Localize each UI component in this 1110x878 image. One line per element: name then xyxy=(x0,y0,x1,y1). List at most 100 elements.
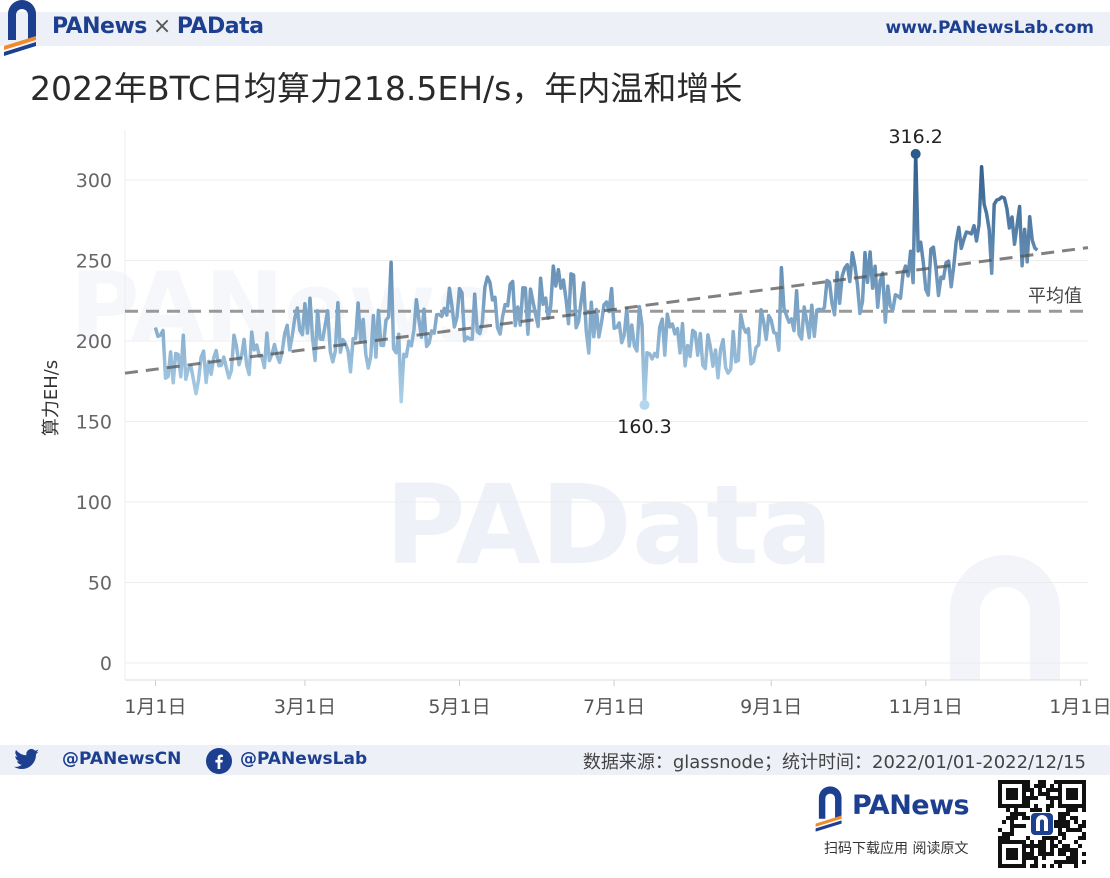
qr-module xyxy=(1026,816,1030,820)
qr-module xyxy=(1054,860,1058,864)
qr-module xyxy=(1026,844,1030,848)
qr-module xyxy=(1034,864,1038,868)
qr-module xyxy=(1022,824,1026,828)
qr-module xyxy=(1082,808,1086,812)
qr-module xyxy=(1042,844,1046,848)
qr-module xyxy=(1058,820,1062,824)
qr-module xyxy=(1022,812,1026,816)
max-point xyxy=(910,148,921,159)
qr-module xyxy=(1050,840,1054,844)
y-tick-150: 150 xyxy=(76,412,112,434)
data-source-note: 数据来源：glassnode；统计时间：2022/01/01-2022/12/1… xyxy=(582,752,1086,773)
qr-module xyxy=(1006,816,1010,820)
qr-module xyxy=(1042,780,1046,784)
qr-module xyxy=(1046,788,1050,792)
qr-module xyxy=(1066,856,1070,860)
qr-module xyxy=(1038,848,1042,852)
qr-module xyxy=(1038,780,1042,784)
qr-module xyxy=(1050,800,1054,804)
qr-module xyxy=(1074,864,1078,868)
x-tick-1: 3月1日 xyxy=(274,696,336,718)
x-tick-5: 11月1日 xyxy=(889,696,963,718)
footer-brand: PANews xyxy=(852,790,970,821)
qr-module xyxy=(1062,860,1066,864)
facebook-handle[interactable]: @PANewsLab xyxy=(240,749,368,769)
qr-module xyxy=(1054,820,1058,824)
qr-module xyxy=(1034,856,1038,860)
qr-module xyxy=(1074,816,1078,820)
qr-module xyxy=(1058,824,1062,828)
qr-module xyxy=(1030,788,1034,792)
x-tick-6: 1月1日 xyxy=(1049,696,1110,718)
qr-module xyxy=(1062,836,1066,840)
qr-module xyxy=(1082,832,1086,836)
qr-module xyxy=(1066,820,1070,824)
qr-module xyxy=(1058,840,1062,844)
brand-padata: PAData xyxy=(176,14,264,39)
qr-module xyxy=(1050,852,1054,856)
qr-module xyxy=(1082,824,1086,828)
qr-module xyxy=(1030,856,1034,860)
qr-module xyxy=(1058,860,1062,864)
trend-line xyxy=(124,246,1089,375)
qr-module xyxy=(1014,808,1018,812)
brand-panews: PANews xyxy=(52,14,147,39)
qr-module xyxy=(1006,832,1010,836)
min-point xyxy=(639,399,650,410)
qr-module xyxy=(1066,812,1070,816)
qr-module xyxy=(1042,792,1046,796)
svg-text:PAData: PAData xyxy=(385,461,833,589)
site-url[interactable]: www.PANewsLab.com xyxy=(885,18,1094,38)
qr-module xyxy=(1002,820,1006,824)
qr-module xyxy=(1070,816,1074,820)
qr-module xyxy=(1058,852,1062,856)
header-bar xyxy=(0,12,1110,46)
footer-logo-icon xyxy=(815,786,842,832)
qr-module xyxy=(1062,812,1066,816)
qr-module xyxy=(1030,840,1034,844)
x-tick-3: 7月1日 xyxy=(583,696,645,718)
y-tick-labels: 0 50 100 150 200 250 300 xyxy=(76,170,112,675)
qr-module xyxy=(1070,808,1074,812)
footer-social-bar xyxy=(0,745,1110,775)
qr-module xyxy=(1062,816,1066,820)
qr-module xyxy=(1034,784,1038,788)
qr-module xyxy=(1062,832,1066,836)
qr-module xyxy=(1066,824,1070,828)
qr-module xyxy=(1030,808,1034,812)
qr-module xyxy=(1074,848,1078,852)
qr-module xyxy=(1010,824,1014,828)
qr-module xyxy=(1066,848,1070,852)
qr-module xyxy=(1034,804,1038,808)
qr-module xyxy=(1046,836,1050,840)
qr-module xyxy=(1070,828,1074,832)
qr-module xyxy=(1038,788,1042,792)
qr-module xyxy=(1082,820,1086,824)
qr-module xyxy=(1054,844,1058,848)
y-tick-300: 300 xyxy=(76,170,112,192)
twitter-handle[interactable]: @PANewsCN xyxy=(62,749,182,769)
qr-module xyxy=(1026,836,1030,840)
qr-module xyxy=(1054,780,1058,784)
svg-text:PANews: PANews xyxy=(70,253,493,363)
qr-module xyxy=(1062,824,1066,828)
hashrate-series-line xyxy=(153,152,1039,407)
qr-module xyxy=(1050,864,1054,868)
qr-finder xyxy=(1066,788,1078,800)
qr-module xyxy=(1050,784,1054,788)
qr-module xyxy=(1014,816,1018,820)
qr-module xyxy=(1002,836,1006,840)
qr-module xyxy=(1010,812,1014,816)
qr-code-icon[interactable] xyxy=(998,780,1086,868)
qr-module xyxy=(1050,836,1054,840)
qr-module xyxy=(1018,812,1022,816)
qr-module xyxy=(1058,848,1062,852)
header-brand: PANews × PAData xyxy=(52,14,264,39)
qr-module xyxy=(1058,816,1062,820)
qr-module xyxy=(1042,852,1046,856)
qr-module xyxy=(1046,796,1050,800)
qr-module xyxy=(1026,788,1030,792)
footer-download-hint: 扫码下载应用 阅读原文 xyxy=(824,841,969,857)
qr-module xyxy=(1030,852,1034,856)
